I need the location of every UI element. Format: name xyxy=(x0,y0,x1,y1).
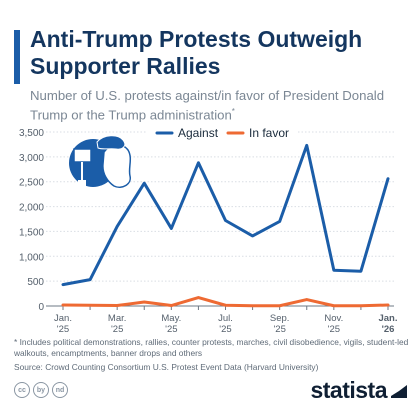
y-axis: 0 500 1,000 1,500 2,000 2,500 3,000 3,500 xyxy=(19,128,44,313)
x-tick-label: Jan. xyxy=(54,313,72,324)
footnote: * Includes political demonstrations, ral… xyxy=(14,337,409,358)
y-tick-label: 2,500 xyxy=(19,178,44,189)
x-tick-label: Mar. xyxy=(108,313,126,324)
subtitle-footnote-marker: * xyxy=(231,107,235,116)
x-tick-label: Sep. xyxy=(270,313,290,324)
creative-commons-icon[interactable]: cc xyxy=(14,382,30,398)
legend-box xyxy=(146,122,298,142)
legend-label-in-favor: In favor xyxy=(249,126,289,140)
x-tick-label: Nov. xyxy=(324,313,343,324)
series-line-against xyxy=(61,143,390,287)
title-accent-bar xyxy=(14,30,20,84)
chart-title: Anti-Trump Protests Outweigh Supporter R… xyxy=(30,26,363,79)
legend: Against In favor xyxy=(146,122,298,142)
chart-subtitle: Number of U.S. protests against/in favor… xyxy=(30,88,415,123)
x-tick-label: May. xyxy=(161,313,181,324)
series-lines xyxy=(61,143,390,308)
x-tick-label-year: '26 xyxy=(382,324,395,335)
y-tick-label: 1,000 xyxy=(19,252,44,263)
y-tick-label: 2,000 xyxy=(19,203,44,214)
x-tick-label-year: '25 xyxy=(219,324,231,335)
x-tick-label-year: '25 xyxy=(57,324,69,335)
statista-logo[interactable]: statista xyxy=(310,377,408,404)
x-tick-label-year: '25 xyxy=(111,324,123,335)
x-axis: Jan.'25Mar.'25May.'25Jul.'25Sep.'25Nov.'… xyxy=(54,306,398,335)
license-icons: cc by nd xyxy=(14,382,68,398)
source-note: Source: Crowd Counting Consortium U.S. P… xyxy=(14,362,319,372)
series-line-in-favor xyxy=(61,296,390,308)
no-derivatives-icon[interactable]: nd xyxy=(52,382,68,398)
y-tick-label: 0 xyxy=(38,302,44,313)
x-tick-label: Jul. xyxy=(218,313,233,324)
protest-sign-icon xyxy=(73,148,92,163)
attribution-icon[interactable]: by xyxy=(33,382,49,398)
y-tick-label: 1,500 xyxy=(19,227,44,238)
brand-name: statista xyxy=(310,377,387,403)
protester-hair-icon xyxy=(96,135,126,150)
subtitle-text: Number of U.S. protests against/in favor… xyxy=(30,88,385,123)
x-tick-label-year: '25 xyxy=(165,324,177,335)
raised-fist-icon xyxy=(78,180,86,186)
statista-wave-icon xyxy=(391,384,407,398)
y-tick-label: 3,000 xyxy=(19,153,44,164)
x-tick-label-year: '25 xyxy=(273,324,285,335)
protester-illustration xyxy=(69,135,132,188)
y-tick-label: 3,500 xyxy=(19,128,44,139)
x-tick-label: Jan. xyxy=(378,313,397,324)
y-tick-label: 500 xyxy=(27,277,44,288)
legend-label-against: Against xyxy=(178,126,219,140)
x-tick-label-year: '25 xyxy=(328,324,340,335)
